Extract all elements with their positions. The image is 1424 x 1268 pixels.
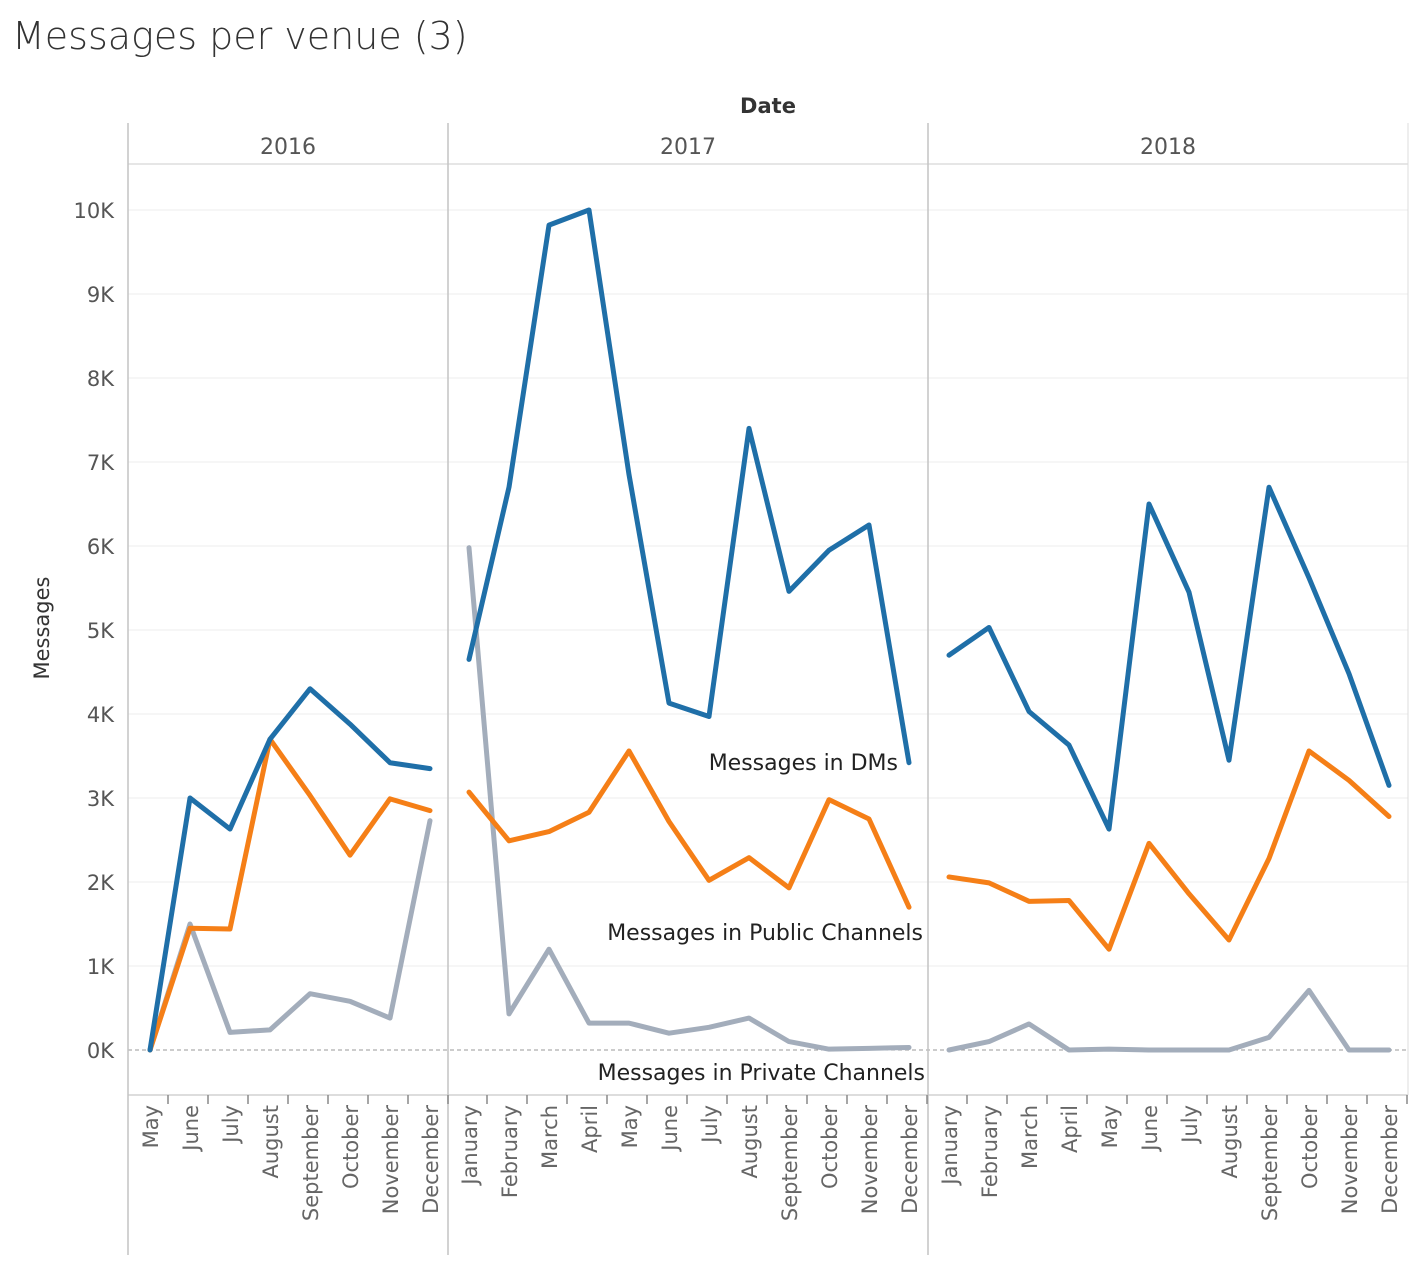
series-label: Messages in Public Channels <box>607 921 923 946</box>
x-tick-label: January <box>458 1105 482 1187</box>
series-line <box>946 987 1392 1053</box>
y-tick-label: 8K <box>87 367 115 391</box>
x-tick-label: August <box>259 1105 283 1179</box>
x-tick-label: September <box>299 1105 323 1221</box>
series-line <box>946 484 1392 832</box>
series-line <box>466 545 912 1052</box>
series-line <box>946 748 1392 952</box>
x-tick-label: August <box>1218 1105 1242 1179</box>
panel-header-year: 2018 <box>1140 135 1196 160</box>
series-label: Messages in DMs <box>709 751 898 776</box>
panel-header-year: 2017 <box>660 135 716 160</box>
series-line <box>147 818 433 1053</box>
axes: 0K 1K 2K 3K 4K 5K 6K 7K 8K 9K 10K Date Messages 2016 M… <box>30 94 1408 1221</box>
x-tick-label: October <box>818 1105 842 1189</box>
series-line <box>466 207 912 766</box>
x-tick-label: March <box>538 1105 562 1169</box>
x-tick-label: October <box>1298 1105 1322 1189</box>
y-tick-label: 1K <box>87 955 115 979</box>
x-tick-label: February <box>498 1105 522 1198</box>
panel-header-year: 2016 <box>260 135 316 160</box>
x-tick-label: November <box>1338 1105 1362 1215</box>
x-tick-label: December <box>1378 1105 1402 1214</box>
x-tick-label: July <box>698 1105 722 1145</box>
gridlines <box>128 209 1408 1051</box>
x-tick-label: December <box>419 1105 443 1214</box>
x-axis-title: Date <box>740 94 796 118</box>
annotations: Messages in DMs Messages in Public Channe… <box>598 751 925 1086</box>
x-tick-label: October <box>339 1105 363 1189</box>
x-tick-label: May <box>1098 1105 1122 1148</box>
x-tick-label: May <box>618 1105 642 1148</box>
x-tick-label: September <box>778 1105 802 1221</box>
x-tick-label: June <box>1138 1105 1162 1153</box>
x-tick-label: December <box>898 1105 922 1214</box>
x-tick-label: August <box>738 1105 762 1179</box>
y-tick-label: 3K <box>87 787 115 811</box>
series-line <box>147 686 433 1053</box>
y-tick-label: 0K <box>87 1039 115 1063</box>
x-tick-label: September <box>1258 1105 1282 1221</box>
series-lines <box>147 207 1392 1053</box>
y-tick-label: 2K <box>87 871 115 895</box>
y-tick-label: 7K <box>87 451 115 475</box>
series-line <box>147 736 433 1053</box>
y-axis-title: Messages <box>30 577 54 680</box>
x-tick-label: November <box>858 1105 882 1215</box>
x-tick-label: July <box>1178 1105 1202 1145</box>
panel-frames <box>127 123 1409 1255</box>
x-tick-label: July <box>219 1105 243 1145</box>
y-tick-label: 5K <box>87 619 115 643</box>
series-label: Messages in Private Channels <box>598 1061 925 1086</box>
x-tick-label: November <box>379 1105 403 1215</box>
y-tick-label: 6K <box>87 535 115 559</box>
x-tick-label: January <box>938 1105 962 1187</box>
x-tick-label: June <box>658 1105 682 1153</box>
y-tick-label: 9K <box>87 283 115 307</box>
x-tick-label: June <box>179 1105 203 1153</box>
series-line <box>466 748 912 910</box>
y-tick-label: 4K <box>87 703 115 727</box>
x-tick-label: April <box>1058 1105 1082 1153</box>
x-tick-label: February <box>978 1105 1002 1198</box>
y-tick-label: 10K <box>74 199 116 223</box>
chart-title: Messages per venue (3) <box>12 14 468 58</box>
x-tick-label: May <box>139 1105 163 1148</box>
x-tick-label: April <box>578 1105 602 1153</box>
x-tick-label: March <box>1018 1105 1042 1169</box>
